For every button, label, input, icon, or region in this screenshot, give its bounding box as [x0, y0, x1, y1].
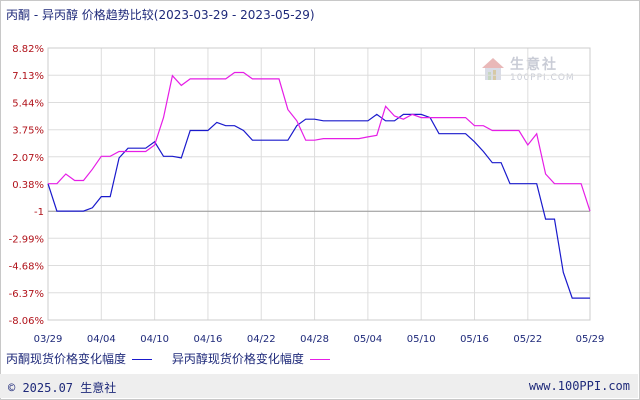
series-line-2 [48, 71, 591, 212]
y-tick-label: 2.07% [12, 153, 44, 164]
legend-swatch-series-2 [309, 359, 330, 360]
y-tick-label: 3.75% [12, 126, 44, 137]
x-tick-label: 04/10 [140, 334, 169, 345]
watermark-sub: 100PPI.COM [510, 73, 575, 83]
y-tick-label: -1 [34, 207, 44, 218]
legend: 丙酮现货价格变化幅度 异丙醇现货价格变化幅度 [6, 350, 346, 367]
x-tick-label: 04/04 [87, 334, 116, 345]
y-tick-label: 8.82% [12, 44, 44, 55]
legend-label-series-2: 异丙醇现货价格变化幅度 [171, 352, 304, 366]
x-tick-label: 05/16 [460, 334, 489, 345]
title-text: 丙酮 - 异丙醇 价格趋势比较 [6, 8, 154, 22]
x-tick-label: 05/22 [513, 334, 542, 345]
copyright-text: © 2025.07 生意社 [8, 381, 117, 395]
x-tick-label: 04/16 [194, 334, 223, 345]
x-tick-label: 03/29 [34, 334, 63, 345]
chart-title: 丙酮 - 异丙醇 价格趋势比较(2023-03-29 - 2023-05-29) [6, 6, 315, 23]
watermark-logo: 生意社 100PPI.COM [480, 54, 580, 94]
legend-label-series-1: 丙酮现货价格变化幅度 [6, 352, 127, 366]
x-tick-label: 04/28 [300, 334, 329, 345]
site-url-link[interactable]: www.100PPI.com [528, 379, 630, 393]
watermark-text: 生意社 [510, 57, 558, 73]
series-line-1 [47, 113, 590, 299]
y-tick-label: -6.37% [9, 289, 44, 300]
y-tick-label: 0.38% [12, 180, 44, 191]
y-tick-label: -8.06% [9, 316, 44, 327]
date-range: (2023-03-29 - 2023-05-29) [153, 8, 315, 22]
y-tick-label: -4.68% [9, 262, 44, 273]
legend-item-series-2: 异丙醇现货价格变化幅度 [172, 350, 330, 367]
y-tick-label: 7.13% [12, 71, 44, 82]
footer-bar: © 2025.07 生意社 www.100PPI.com [0, 374, 638, 398]
legend-swatch-series-1 [132, 359, 153, 360]
x-tick-label: 04/22 [247, 334, 276, 345]
x-tick-label: 05/10 [407, 334, 436, 345]
y-tick-label: -2.99% [9, 234, 44, 245]
y-tick-label: 5.44% [12, 98, 44, 109]
x-tick-label: 05/29 [576, 334, 605, 345]
legend-item-series-1: 丙酮现货价格变化幅度 [6, 350, 153, 367]
x-tick-label: 05/04 [353, 334, 382, 345]
